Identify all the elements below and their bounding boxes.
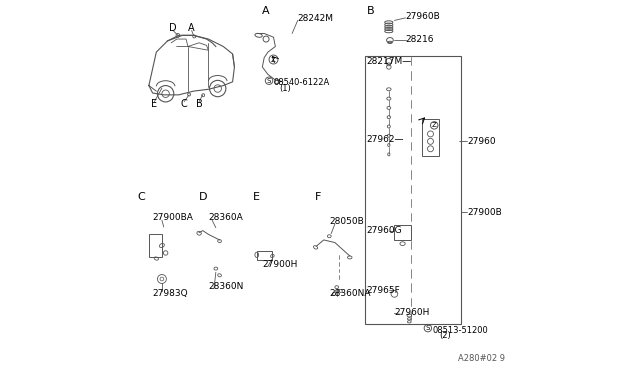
Text: 27965F: 27965F: [367, 286, 400, 295]
Bar: [365, 56, 461, 324]
Text: A: A: [188, 23, 195, 33]
Text: 28216: 28216: [406, 35, 434, 44]
Bar: [149, 234, 162, 257]
Text: 27900H: 27900H: [262, 260, 298, 269]
Text: D: D: [169, 23, 177, 33]
Text: A: A: [262, 6, 270, 16]
Text: 27962—: 27962—: [367, 135, 404, 144]
Text: 27900BA: 27900BA: [152, 213, 193, 222]
Bar: [422, 119, 439, 156]
Text: B: B: [367, 6, 374, 16]
Text: 27960: 27960: [467, 137, 495, 146]
Text: C: C: [181, 99, 188, 109]
Text: E: E: [152, 99, 157, 109]
Text: 08513-51200: 08513-51200: [433, 326, 488, 335]
Text: F: F: [315, 192, 321, 202]
Text: 28242M: 28242M: [298, 14, 333, 23]
Text: B: B: [196, 99, 202, 109]
Text: D: D: [198, 192, 207, 202]
Text: 28360A: 28360A: [209, 213, 243, 222]
Text: S: S: [267, 78, 271, 84]
Text: 27960G: 27960G: [367, 226, 402, 235]
Text: 28050B: 28050B: [330, 217, 364, 226]
Text: (2): (2): [439, 331, 451, 340]
Text: 28360N: 28360N: [209, 282, 244, 291]
Bar: [394, 225, 411, 240]
Text: S: S: [426, 325, 430, 331]
Text: 27983Q: 27983Q: [152, 289, 188, 298]
Text: 28217M—: 28217M—: [367, 57, 412, 66]
Text: A280#02 9: A280#02 9: [458, 355, 504, 363]
Text: E: E: [253, 192, 260, 202]
Text: Z: Z: [432, 122, 436, 128]
Text: 08540-6122A: 08540-6122A: [273, 78, 330, 87]
Text: 27960B: 27960B: [406, 12, 440, 21]
Text: Z: Z: [271, 57, 276, 62]
Text: C: C: [138, 192, 145, 202]
Text: (1): (1): [279, 84, 291, 93]
Bar: [257, 251, 271, 260]
Text: 28360NA: 28360NA: [330, 289, 371, 298]
Text: 27960H: 27960H: [394, 308, 430, 317]
Text: 27900B: 27900B: [467, 208, 502, 217]
